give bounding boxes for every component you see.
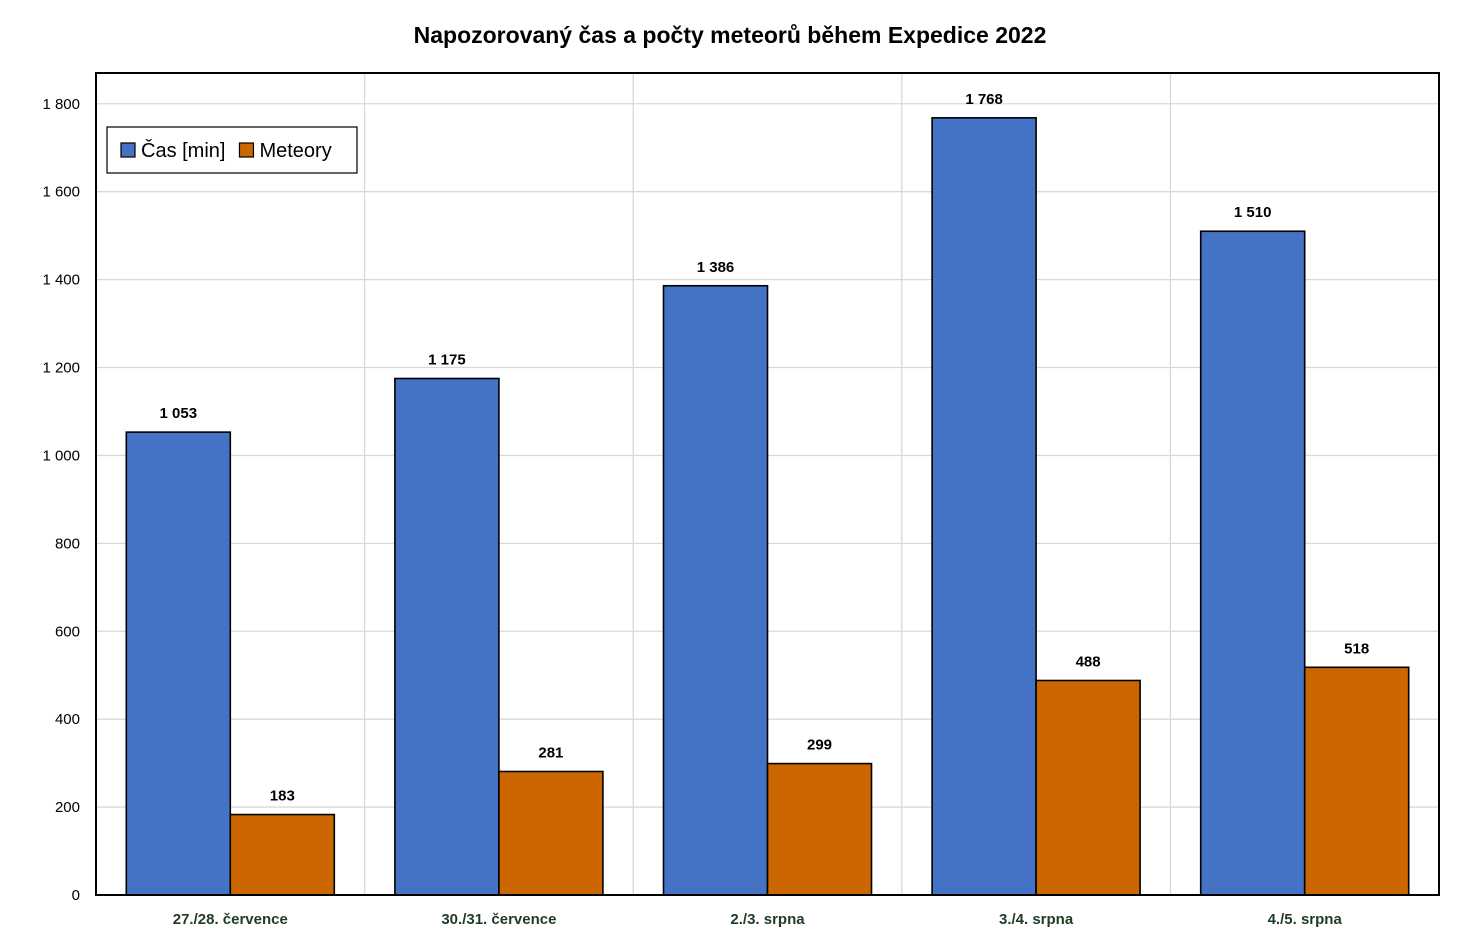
x-tick-label: 30./31. července — [441, 911, 556, 928]
y-tick-label: 600 — [55, 623, 80, 640]
y-tick-label: 200 — [55, 799, 80, 816]
data-label: 1 768 — [965, 91, 1003, 108]
legend: Čas [min] Meteory — [106, 126, 358, 174]
bar — [229, 813, 336, 896]
data-label: 1 175 — [428, 352, 466, 369]
y-tick-label: 1 400 — [42, 272, 80, 289]
bar — [1303, 666, 1410, 896]
y-tick-label: 1 600 — [42, 184, 80, 201]
legend-label: Čas [min] — [141, 139, 225, 162]
legend-box — [106, 126, 358, 174]
data-label: 183 — [270, 788, 295, 805]
x-tick-label: 4./5. srpna — [1268, 911, 1343, 928]
data-label: 299 — [807, 737, 832, 754]
y-tick-label: 1 000 — [42, 447, 80, 464]
legend-swatch — [238, 142, 255, 158]
bars — [125, 117, 1410, 896]
plot-frame — [95, 72, 1440, 896]
legend-label: Meteory — [259, 140, 331, 162]
data-label: 1 510 — [1234, 204, 1272, 221]
bar — [1199, 230, 1306, 896]
bar — [662, 284, 769, 896]
data-labels: 1 053 183 1 175 281 1 386 299 1 768 488 1 510 518 — [160, 91, 1370, 805]
chart-title: Napozorovaný čas a počty meteorů během E… — [413, 22, 1047, 48]
axes: 0 200 400 600 800 1 000 1 200 1 400 1 600 1 800 27… — [42, 72, 1440, 928]
data-label: 488 — [1076, 653, 1101, 670]
y-tick-label: 400 — [55, 711, 80, 728]
y-tick-label: 1 200 — [42, 360, 80, 377]
data-label: 518 — [1344, 640, 1369, 657]
bar — [498, 770, 604, 896]
data-label: 1 386 — [697, 259, 735, 276]
y-tick-label: 800 — [55, 535, 80, 552]
y-tick-label: 0 — [72, 887, 80, 904]
y-tick-label: 1 800 — [42, 96, 80, 113]
bar — [931, 117, 1037, 896]
bar — [1035, 679, 1141, 896]
data-label: 281 — [538, 744, 563, 761]
x-tick-label: 27./28. července — [173, 911, 288, 928]
legend-swatch — [120, 142, 136, 158]
bar — [766, 762, 873, 896]
data-label: 1 053 — [160, 405, 198, 422]
x-tick-label: 2./3. srpna — [730, 911, 805, 928]
bar — [394, 377, 500, 896]
x-tick-label: 3./4. srpna — [999, 911, 1074, 928]
bar — [125, 431, 232, 896]
